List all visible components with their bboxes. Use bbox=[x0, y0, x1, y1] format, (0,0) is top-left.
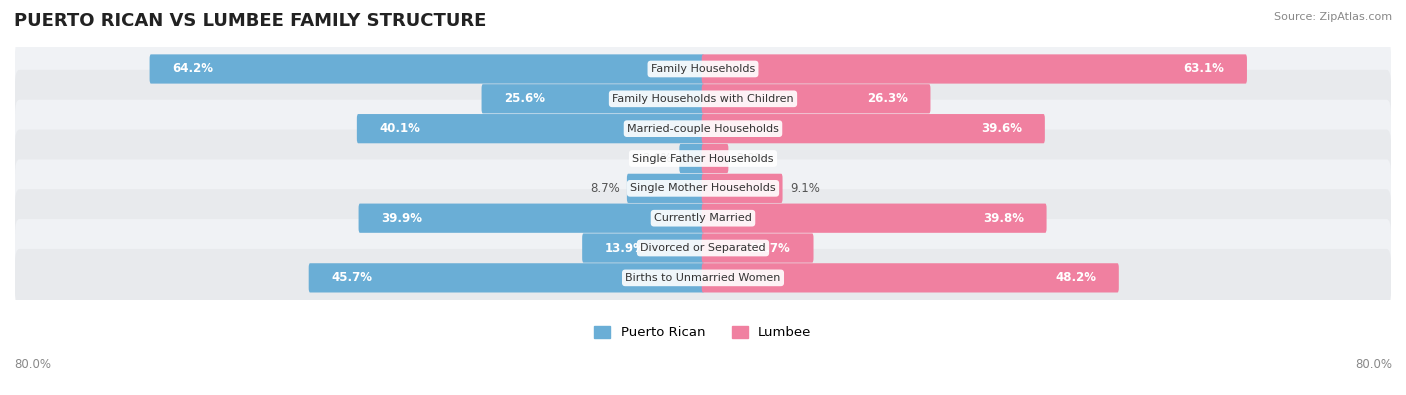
Text: 40.1%: 40.1% bbox=[380, 122, 420, 135]
Text: 39.6%: 39.6% bbox=[981, 122, 1022, 135]
Text: 2.6%: 2.6% bbox=[643, 152, 672, 165]
FancyBboxPatch shape bbox=[359, 203, 704, 233]
FancyBboxPatch shape bbox=[679, 144, 704, 173]
Text: Married-couple Households: Married-couple Households bbox=[627, 124, 779, 134]
Text: 2.8%: 2.8% bbox=[735, 152, 765, 165]
Text: 8.7%: 8.7% bbox=[591, 182, 620, 195]
Text: 9.1%: 9.1% bbox=[790, 182, 820, 195]
Text: Family Households: Family Households bbox=[651, 64, 755, 74]
FancyBboxPatch shape bbox=[357, 114, 704, 143]
FancyBboxPatch shape bbox=[15, 70, 1391, 128]
Text: Source: ZipAtlas.com: Source: ZipAtlas.com bbox=[1274, 12, 1392, 22]
Text: 64.2%: 64.2% bbox=[173, 62, 214, 75]
Text: Births to Unmarried Women: Births to Unmarried Women bbox=[626, 273, 780, 283]
Text: Divorced or Separated: Divorced or Separated bbox=[640, 243, 766, 253]
Legend: Puerto Rican, Lumbee: Puerto Rican, Lumbee bbox=[595, 326, 811, 339]
Text: 39.9%: 39.9% bbox=[381, 212, 422, 225]
Text: 25.6%: 25.6% bbox=[505, 92, 546, 105]
FancyBboxPatch shape bbox=[627, 174, 704, 203]
Text: Single Father Households: Single Father Households bbox=[633, 154, 773, 164]
FancyBboxPatch shape bbox=[309, 263, 704, 292]
Text: 80.0%: 80.0% bbox=[1355, 358, 1392, 371]
Text: 39.8%: 39.8% bbox=[983, 212, 1024, 225]
Text: Single Mother Households: Single Mother Households bbox=[630, 183, 776, 193]
FancyBboxPatch shape bbox=[702, 144, 728, 173]
FancyBboxPatch shape bbox=[702, 203, 1046, 233]
Text: 63.1%: 63.1% bbox=[1184, 62, 1225, 75]
Text: 45.7%: 45.7% bbox=[332, 271, 373, 284]
FancyBboxPatch shape bbox=[15, 130, 1391, 188]
FancyBboxPatch shape bbox=[15, 219, 1391, 277]
FancyBboxPatch shape bbox=[702, 263, 1119, 292]
Text: 13.9%: 13.9% bbox=[605, 241, 645, 254]
FancyBboxPatch shape bbox=[702, 174, 783, 203]
Text: 12.7%: 12.7% bbox=[749, 241, 790, 254]
FancyBboxPatch shape bbox=[15, 100, 1391, 158]
FancyBboxPatch shape bbox=[702, 114, 1045, 143]
FancyBboxPatch shape bbox=[702, 55, 1247, 84]
FancyBboxPatch shape bbox=[702, 84, 931, 113]
FancyBboxPatch shape bbox=[481, 84, 704, 113]
Text: 48.2%: 48.2% bbox=[1054, 271, 1097, 284]
FancyBboxPatch shape bbox=[149, 55, 704, 84]
FancyBboxPatch shape bbox=[15, 40, 1391, 98]
Text: Currently Married: Currently Married bbox=[654, 213, 752, 223]
FancyBboxPatch shape bbox=[702, 233, 814, 263]
FancyBboxPatch shape bbox=[582, 233, 704, 263]
Text: 26.3%: 26.3% bbox=[868, 92, 908, 105]
FancyBboxPatch shape bbox=[15, 249, 1391, 307]
FancyBboxPatch shape bbox=[15, 160, 1391, 217]
FancyBboxPatch shape bbox=[15, 189, 1391, 247]
Text: 80.0%: 80.0% bbox=[14, 358, 51, 371]
Text: Family Households with Children: Family Households with Children bbox=[612, 94, 794, 104]
Text: PUERTO RICAN VS LUMBEE FAMILY STRUCTURE: PUERTO RICAN VS LUMBEE FAMILY STRUCTURE bbox=[14, 12, 486, 30]
